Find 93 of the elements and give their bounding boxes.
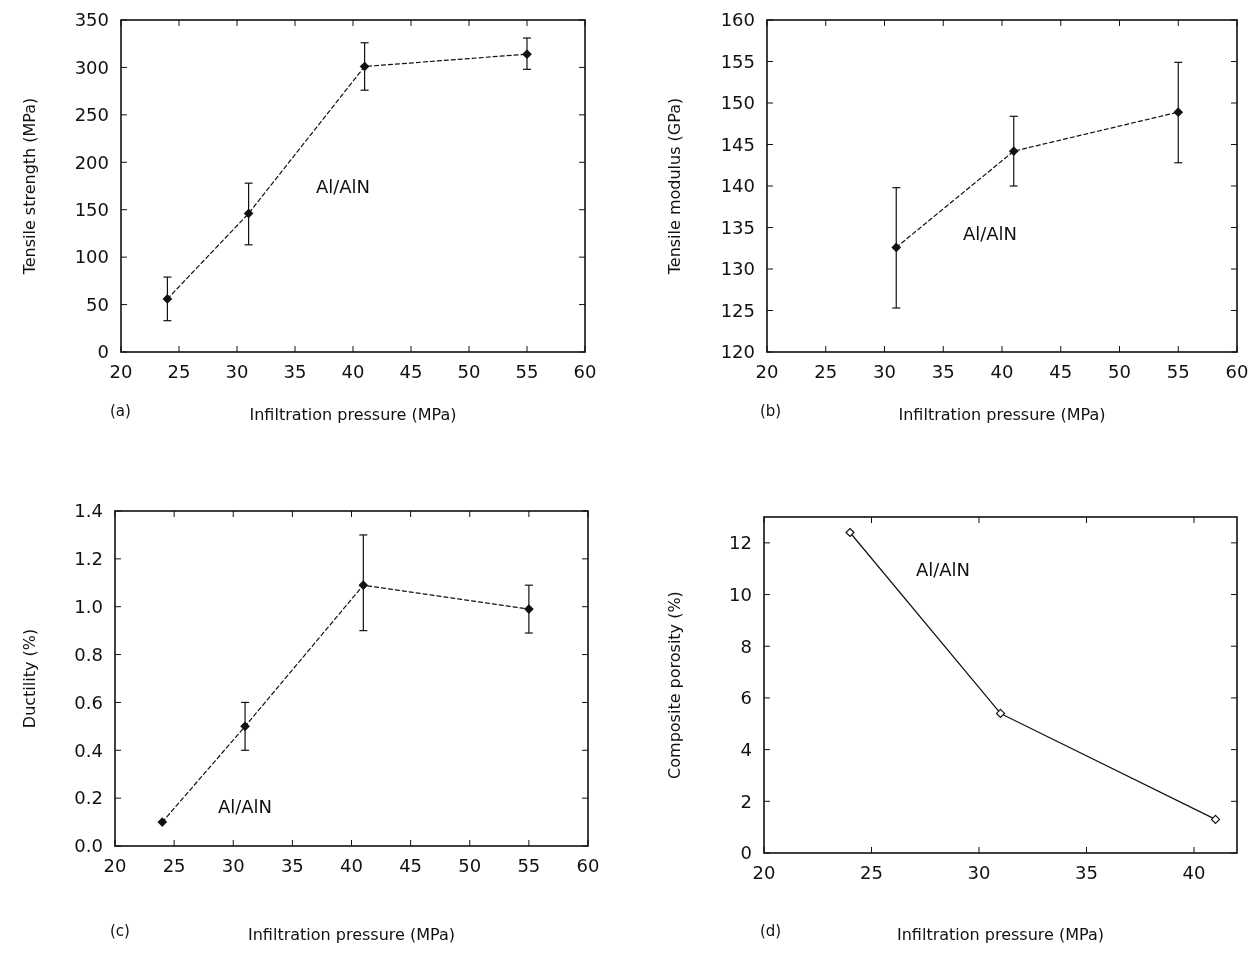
x-tick-label: 50 — [457, 361, 481, 382]
x-tick-label: 20 — [103, 855, 127, 876]
y-tick-label: 8 — [740, 635, 752, 657]
y-tick-label: 6 — [740, 687, 752, 709]
annotation: Al/AlN — [962, 223, 1018, 244]
point — [1173, 107, 1183, 117]
y-tick-label: 120 — [720, 341, 755, 363]
y-tick-label: 145 — [720, 133, 755, 155]
y-tick-label: 350 — [74, 9, 109, 31]
x-tick-label: 50 — [1108, 361, 1131, 382]
x-tick-label: 20 — [755, 361, 779, 382]
y-tick-label: 0 — [97, 341, 109, 363]
x-tick-label: 35 — [280, 855, 304, 876]
x-axis-title: Infiltration pressure (MPa) — [248, 925, 455, 944]
y-tick-label: 0.0 — [74, 835, 103, 857]
y-tick-label: 1.2 — [74, 548, 103, 570]
point — [157, 817, 167, 827]
x-tick-label: 45 — [1049, 361, 1073, 382]
x-axis-title: Infiltration pressure (MPa) — [897, 925, 1104, 944]
x-tick-label: 45 — [399, 361, 423, 382]
y-tick-label: 155 — [720, 50, 755, 72]
x-tick-label: 30 — [221, 855, 245, 876]
point — [244, 208, 254, 219]
x-tick-label: 60 — [576, 855, 600, 876]
y-tick-label: 0.4 — [74, 739, 103, 761]
point — [845, 527, 855, 538]
y-tick-label: 4 — [740, 738, 752, 760]
x-tick-label: 60 — [573, 361, 597, 382]
x-tick-label: 55 — [517, 855, 541, 876]
point — [162, 294, 172, 304]
y-tick-label: 0.2 — [74, 787, 103, 809]
x-tick-label: 25 — [814, 361, 838, 382]
x-tick-label: 50 — [458, 855, 482, 876]
y-tick-label: 0.6 — [74, 691, 103, 713]
x-tick-label: 30 — [225, 361, 249, 382]
y-tick-label: 130 — [720, 258, 755, 280]
y-tick-label: 150 — [720, 92, 755, 114]
point — [1210, 814, 1221, 824]
x-tick-label: 25 — [167, 361, 191, 382]
y-tick-label: 0.8 — [74, 643, 103, 665]
x-tick-label: 45 — [399, 855, 423, 876]
x-tick-label: 30 — [967, 862, 991, 883]
x-axis-title: Infiltration pressure (MPa) — [898, 405, 1106, 424]
text: (b) — [760, 402, 782, 420]
text: (c) — [110, 922, 130, 940]
y-tick-label: 50 — [86, 293, 109, 315]
x-tick-label: 40 — [341, 361, 365, 382]
x-tick-label: 40 — [340, 855, 363, 876]
y-tick-label: 0 — [740, 842, 752, 864]
y-tick-label: 1.4 — [74, 500, 103, 522]
y-tick-label: 300 — [74, 56, 109, 78]
y-tick-label: 250 — [74, 104, 109, 126]
y-tick-label: 1.0 — [74, 596, 103, 618]
x-tick-label: 40 — [1182, 862, 1206, 883]
text: (d) — [760, 922, 782, 940]
annotation: Al/AlN — [315, 176, 371, 197]
x-tick-label: 35 — [283, 361, 307, 382]
x-tick-label: 20 — [752, 862, 776, 883]
y-tick-label: 135 — [720, 216, 755, 238]
point — [358, 580, 368, 590]
y-axis-title: Tensile strength (MPa) — [20, 97, 39, 276]
x-tick-label: 30 — [873, 361, 896, 382]
point — [360, 61, 370, 72]
point — [522, 49, 532, 59]
x-tick-label: 55 — [1166, 361, 1190, 382]
y-tick-label: 100 — [74, 246, 109, 268]
annotation: Al/AlN — [217, 796, 273, 817]
y-tick-label: 12 — [729, 532, 752, 554]
x-tick-label: 55 — [515, 361, 539, 382]
y-tick-label: 125 — [720, 299, 755, 321]
x-tick-label: 20 — [109, 361, 133, 382]
point — [891, 242, 901, 253]
annotation: Al/AlN — [915, 559, 971, 580]
x-tick-label: 25 — [162, 855, 186, 876]
y-axis-title: Composite porosity (%) — [665, 591, 684, 779]
x-tick-label: 35 — [1075, 862, 1098, 883]
y-tick-label: 140 — [720, 175, 755, 197]
y-tick-label: 150 — [74, 199, 109, 221]
y-tick-label: 2 — [740, 790, 752, 812]
x-tick-label: 35 — [931, 361, 955, 382]
y-tick-label: 200 — [74, 151, 109, 173]
y-axis-title: Ductility (%) — [20, 628, 39, 729]
x-tick-label: 25 — [860, 862, 883, 883]
point — [1009, 146, 1019, 156]
text: (a) — [110, 402, 131, 420]
y-axis-title: Tensile modulus (GPa) — [665, 97, 684, 276]
x-tick-label: 60 — [1225, 361, 1249, 382]
point — [524, 604, 534, 614]
point — [240, 721, 250, 731]
y-tick-label: 10 — [729, 583, 752, 605]
x-axis-title: Infiltration pressure (MPa) — [249, 405, 457, 424]
y-tick-label: 160 — [720, 9, 755, 31]
x-tick-label: 40 — [990, 361, 1014, 382]
